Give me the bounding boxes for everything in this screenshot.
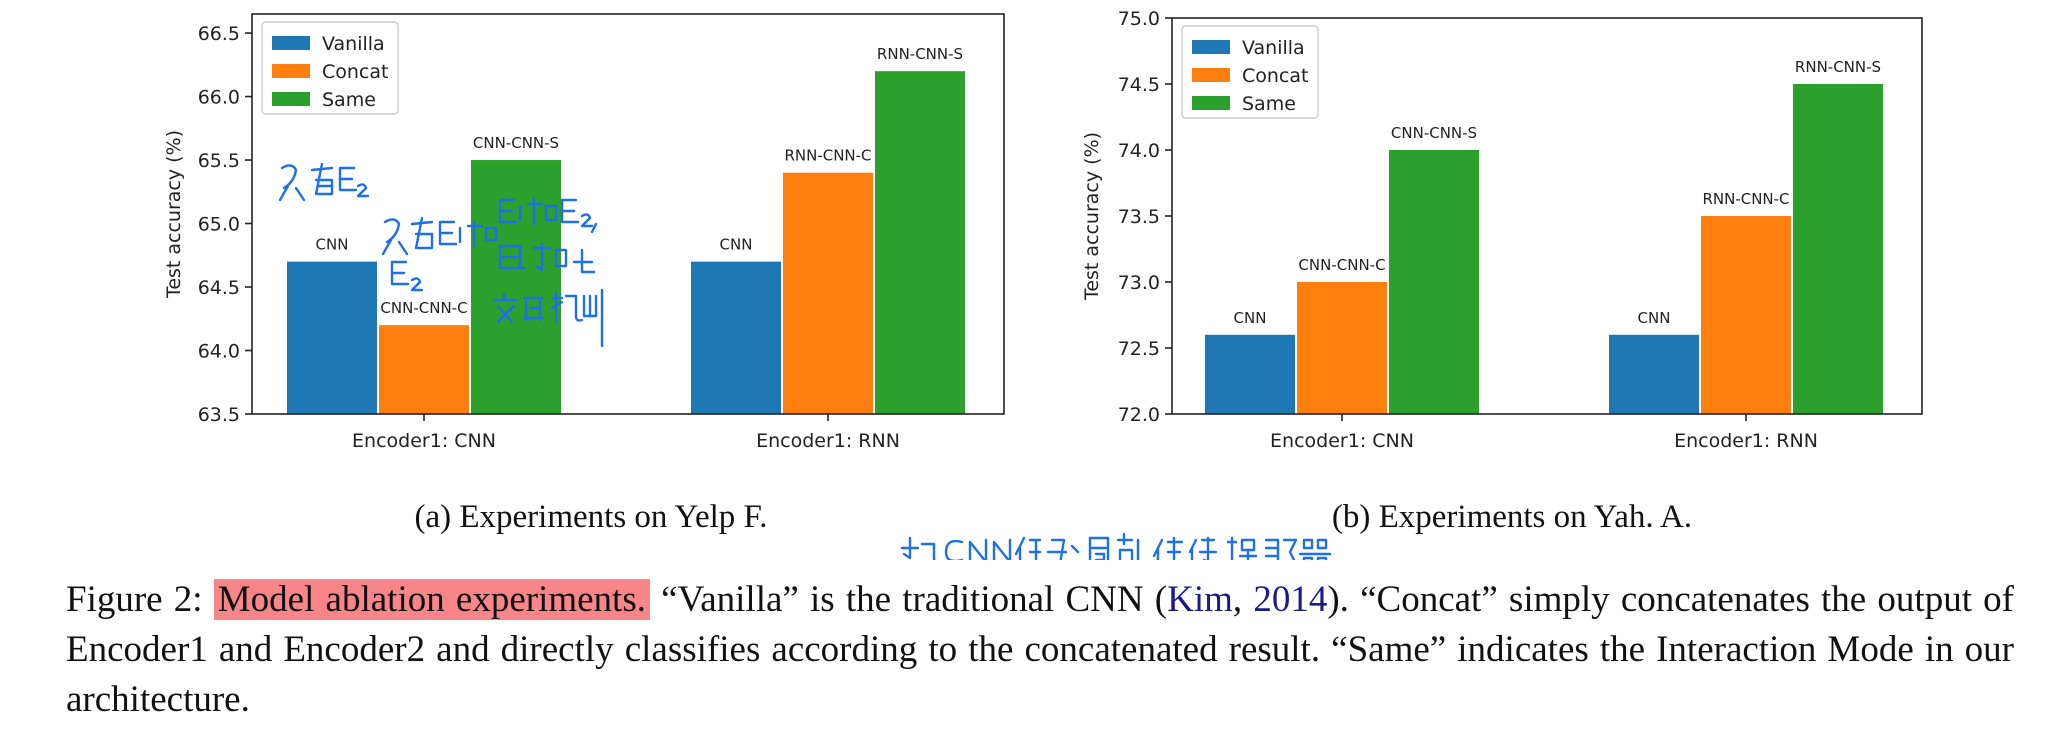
legend-swatch-same — [1192, 96, 1230, 110]
y-tick-label: 65.5 — [198, 150, 240, 172]
bar-label: CNN-CNN-S — [1391, 124, 1477, 142]
y-tick-label: 66.5 — [198, 23, 240, 45]
handwritten-annotations — [278, 162, 1332, 568]
legend-label-same: Same — [322, 89, 376, 111]
bar-same-2 — [1793, 84, 1883, 414]
bar-label: CNN — [1638, 309, 1671, 327]
charts-canvas: CNN CNN CNN-CNN-C RNN-CNN-C CNN-CNN-S RNN-CNN… — [163, 8, 1923, 568]
y-axis-title: Test accuracy (%) — [1081, 132, 1103, 301]
y-tick-label: 72.5 — [1118, 338, 1160, 360]
caption-prefix: Figure 2: — [66, 579, 214, 620]
x-tick-label: Encoder1: CNN — [352, 430, 496, 452]
y-tick-label: 63.5 — [198, 404, 240, 426]
legend-swatch-same — [272, 92, 310, 106]
y-tick-label: 65.0 — [198, 214, 240, 236]
y-tick-label: 73.0 — [1118, 272, 1160, 294]
citation-separator: , — [1232, 579, 1254, 620]
legend: Vanilla Concat Same — [261, 21, 399, 115]
legend-swatch-vanilla — [272, 36, 310, 50]
caption-highlighted-text: Model ablation experiments. — [213, 579, 650, 620]
legend-label-vanilla: Vanilla — [322, 33, 385, 55]
bar-vanilla-1 — [1205, 334, 1295, 414]
bar-same-1 — [471, 160, 561, 414]
x-tick-label: Encoder1: CNN — [1270, 430, 1414, 452]
plot-frame — [251, 13, 1005, 415]
chart-a: CNN CNN CNN-CNN-C RNN-CNN-C CNN-CNN-S RNN-CNN… — [163, 13, 1005, 535]
y-tick-label: 66.0 — [198, 87, 240, 109]
bar-label: RNN-CNN-S — [877, 45, 963, 63]
bar-concat-1 — [1297, 282, 1387, 414]
figure-caption: Figure 2: Model ablation experiments. “V… — [66, 575, 2014, 725]
bar-label: CNN-CNN-C — [1298, 256, 1385, 274]
y-tick-label: 75.0 — [1118, 8, 1160, 30]
y-tick-label: 72.0 — [1118, 404, 1160, 426]
x-tick-label: Encoder1: RNN — [756, 430, 900, 452]
bar-vanilla-2 — [691, 261, 781, 414]
bar-label: CNN-CNN-S — [473, 134, 559, 152]
y-tick-label: 64.5 — [198, 277, 240, 299]
legend-swatch-concat — [1192, 68, 1230, 82]
bar-vanilla-2 — [1609, 334, 1699, 414]
bar-label: RNN-CNN-S — [1795, 58, 1881, 76]
y-axis-title: Test accuracy (%) — [163, 130, 185, 299]
caption-text-part1: “Vanilla” is the traditional CNN ( — [649, 579, 1168, 620]
bar-same-1 — [1389, 150, 1479, 414]
legend-label-concat: Concat — [1242, 65, 1308, 87]
bar-label: CNN — [316, 236, 349, 254]
bar-same-2 — [875, 71, 965, 415]
bar-concat-2 — [1701, 216, 1791, 414]
bar-vanilla-1 — [287, 261, 377, 414]
y-tick-label: 74.5 — [1118, 74, 1160, 96]
legend-swatch-vanilla — [1192, 40, 1230, 54]
legend-label-vanilla: Vanilla — [1242, 37, 1305, 59]
legend-label-concat: Concat — [322, 61, 388, 83]
bar-label: RNN-CNN-C — [1702, 190, 1789, 208]
y-tick-label: 73.5 — [1118, 206, 1160, 228]
subcaption: (a) Experiments on Yelp F. — [415, 499, 768, 535]
bar-concat-2 — [783, 172, 873, 414]
citation-link-year[interactable]: 2014 — [1253, 579, 1328, 620]
subcaption: (b) Experiments on Yah. A. — [1332, 499, 1692, 535]
citation-link-author[interactable]: Kim — [1167, 579, 1233, 620]
bar-label: CNN-CNN-C — [380, 299, 467, 317]
bar-concat-1 — [379, 325, 469, 414]
x-tick-label: Encoder1: RNN — [1674, 430, 1818, 452]
legend: Vanilla Concat Same — [1181, 25, 1319, 119]
y-tick-label: 64.0 — [198, 341, 240, 363]
chart-b: CNN CNN CNN-CNN-C RNN-CNN-C CNN-CNN-S RNN-CNN… — [1081, 8, 1923, 535]
legend-label-same: Same — [1242, 93, 1296, 115]
bar-label: CNN — [1234, 309, 1267, 327]
legend-swatch-concat — [272, 64, 310, 78]
bar-label: CNN — [720, 236, 753, 254]
caption-text-part2: ). “Concat” simply concatenates the outp… — [66, 579, 2014, 720]
y-tick-label: 74.0 — [1118, 140, 1160, 162]
bar-label: RNN-CNN-C — [784, 147, 871, 165]
